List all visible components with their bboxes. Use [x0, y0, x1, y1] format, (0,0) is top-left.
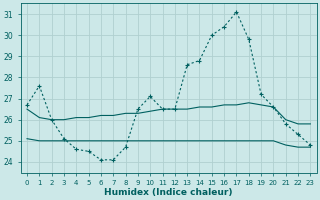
X-axis label: Humidex (Indice chaleur): Humidex (Indice chaleur) — [104, 188, 233, 197]
